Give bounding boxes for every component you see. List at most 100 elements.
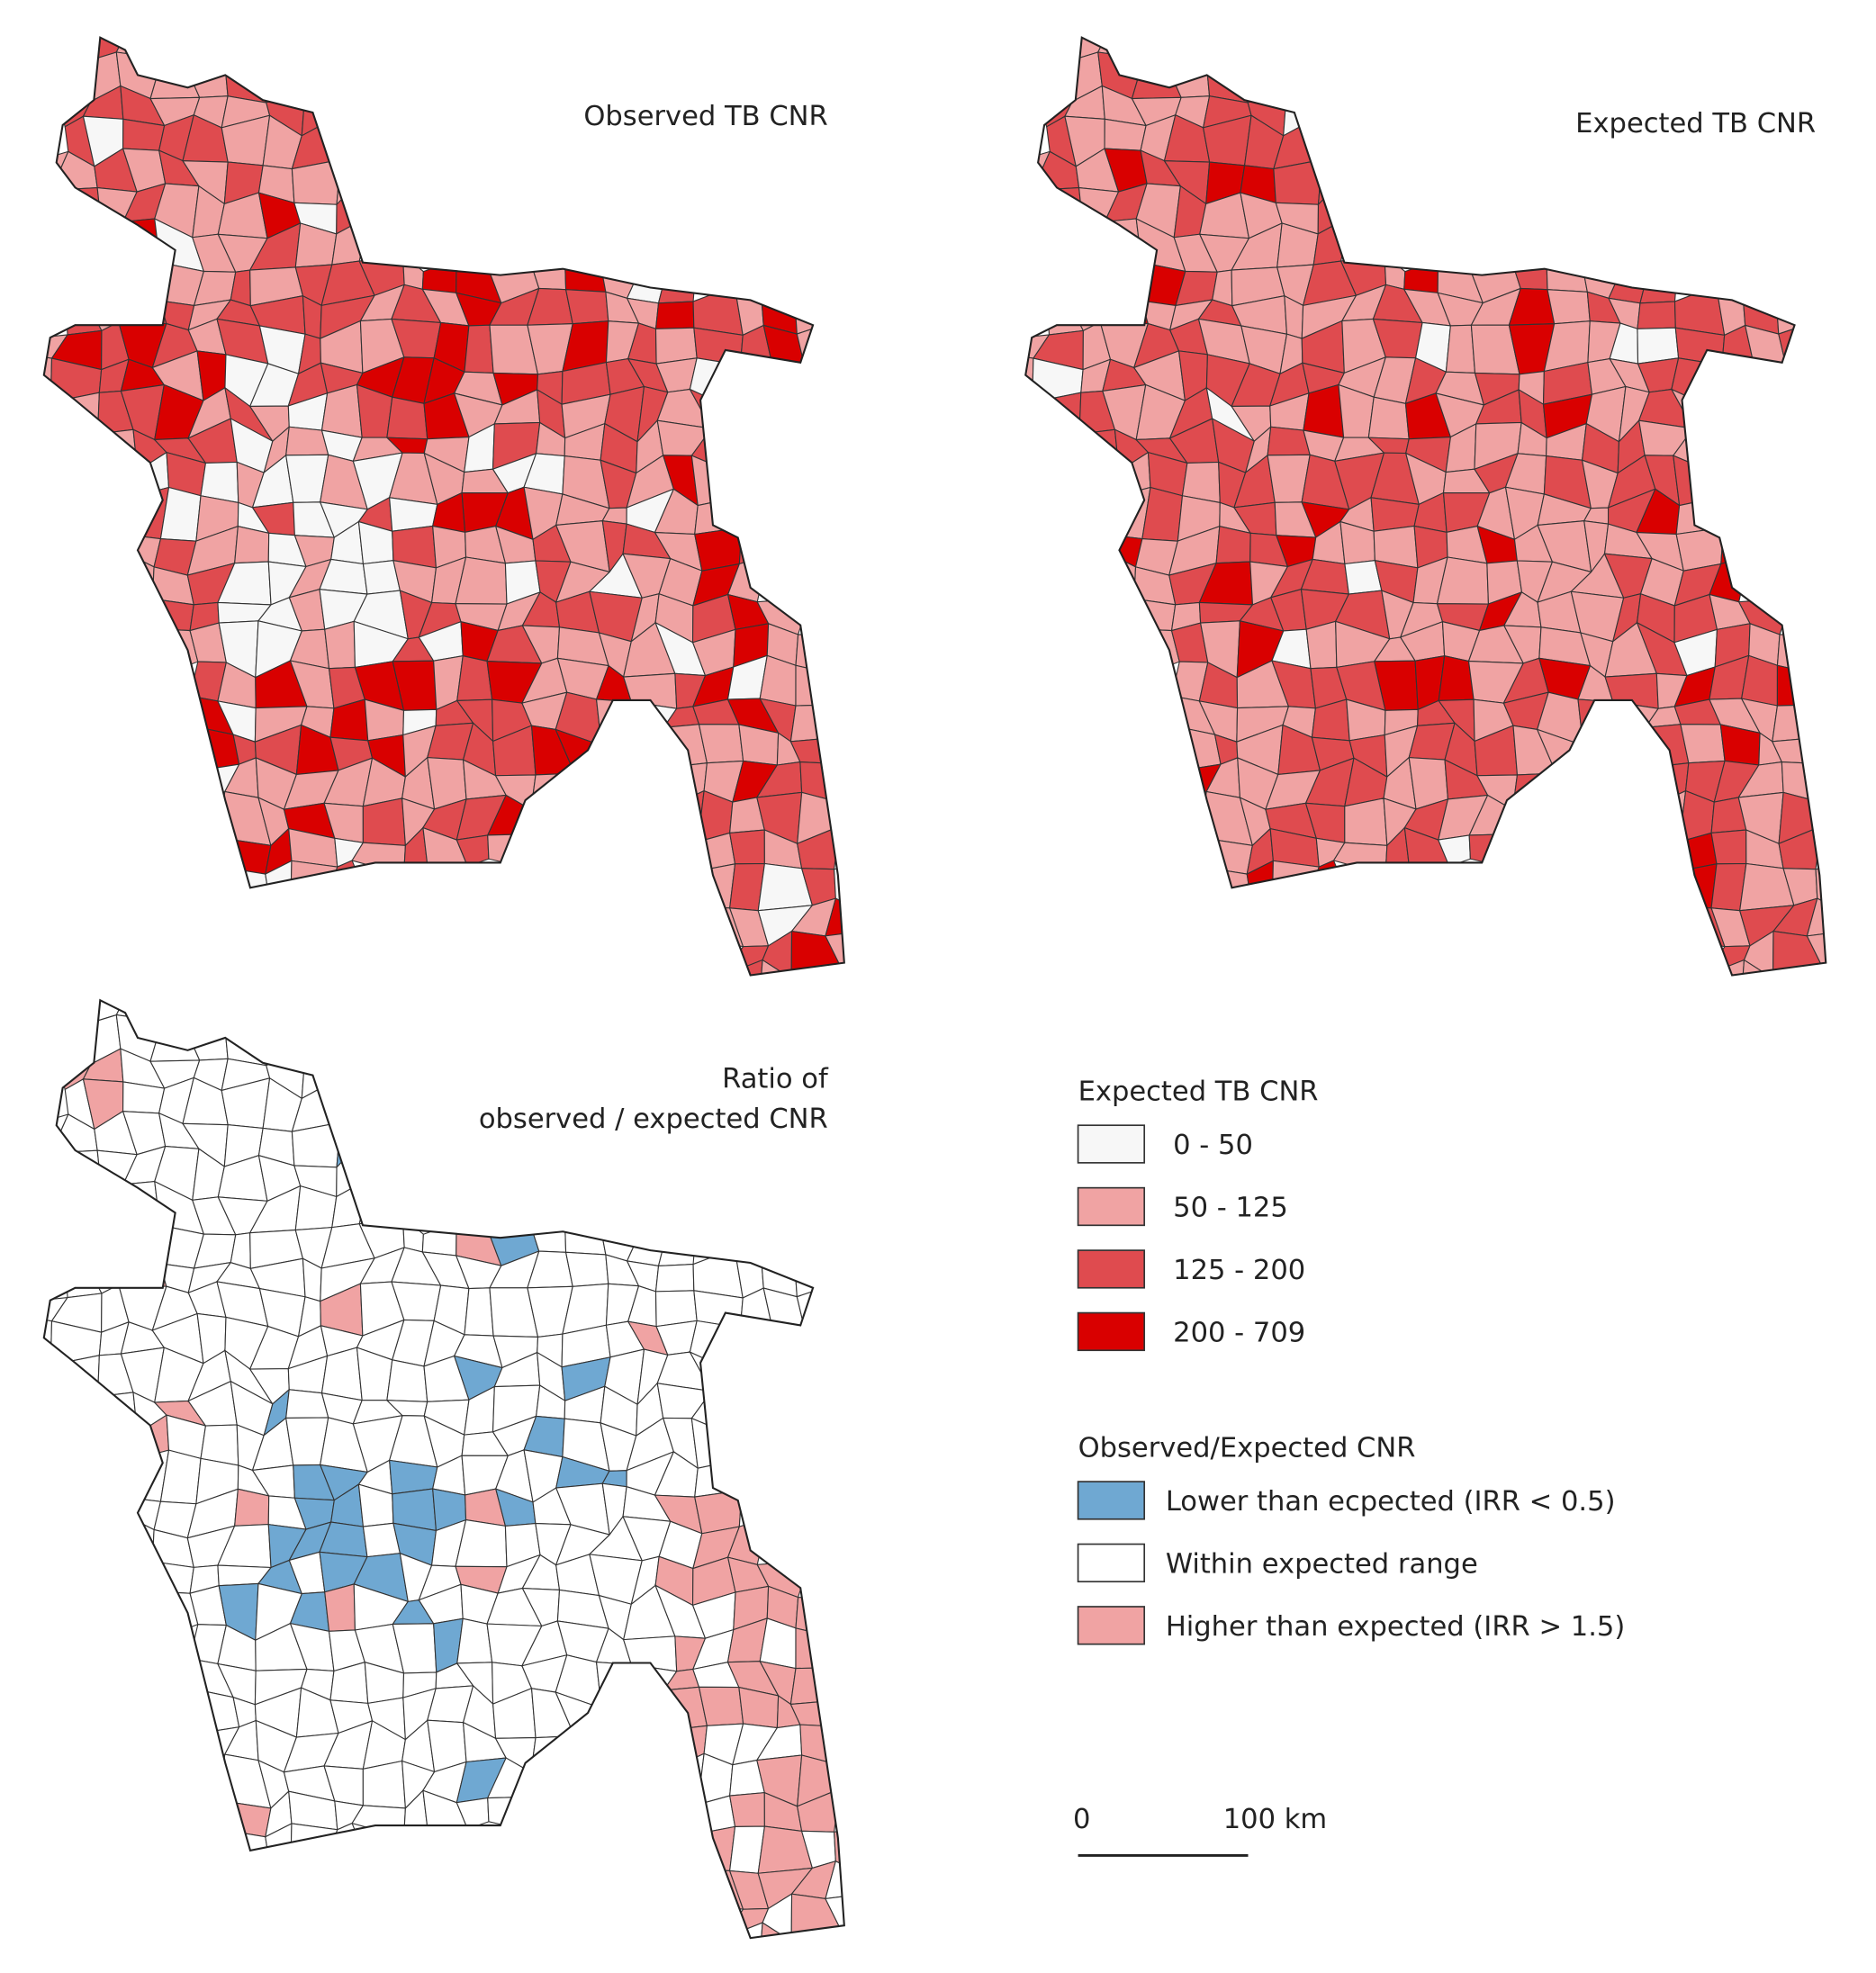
district (1104, 218, 1142, 265)
district (1025, 150, 1051, 198)
district (151, 598, 194, 632)
district (789, 704, 844, 743)
legend-label: 0 - 50 (1173, 1130, 1253, 1161)
map (1024, 36, 1827, 977)
district (564, 1251, 609, 1287)
district (386, 396, 428, 440)
district (690, 1417, 732, 1469)
map-title: Observed TB CNR (583, 101, 827, 132)
legend-label: Within expected range (1166, 1548, 1478, 1580)
district (595, 698, 644, 746)
district (654, 301, 695, 329)
district (320, 383, 363, 438)
district (1680, 724, 1726, 764)
district (1069, 283, 1113, 332)
legend-swatch (1077, 1606, 1146, 1645)
district (728, 829, 765, 865)
legend-swatch (1077, 1481, 1146, 1520)
district (793, 1252, 843, 1298)
district (1317, 152, 1339, 206)
scale-label: 100 km (1223, 1804, 1327, 1835)
district (595, 1661, 644, 1709)
district (1344, 797, 1388, 846)
legend-label: Lower than ecpected (IRR < 0.5) (1166, 1486, 1616, 1518)
district (795, 1627, 834, 1670)
district (234, 1488, 270, 1527)
district (657, 1212, 699, 1266)
district (1776, 664, 1816, 707)
district (1403, 259, 1439, 293)
district (1772, 704, 1826, 743)
district (654, 1290, 698, 1328)
district (151, 1561, 194, 1594)
district (825, 1860, 844, 1900)
district (721, 959, 763, 976)
district (50, 1149, 103, 1194)
legend-swatch (1077, 1124, 1146, 1164)
district (362, 797, 406, 846)
legend-title: Expected TB CNR (1078, 1076, 1319, 1107)
district (1806, 897, 1826, 937)
district (118, 283, 167, 325)
map (42, 36, 845, 977)
district (336, 152, 357, 206)
district (336, 1115, 357, 1169)
district (115, 37, 166, 59)
district (401, 1216, 424, 1253)
district (1639, 248, 1680, 304)
legend-title: Observed/Expected CNR (1078, 1432, 1416, 1464)
district (86, 283, 131, 332)
district (721, 1922, 763, 1939)
maps: Observed TB CNR Expected TB CNR Ratio of ob… (42, 36, 1827, 1940)
district (789, 1667, 844, 1706)
district (690, 455, 732, 507)
district (1305, 620, 1338, 670)
district (1131, 58, 1182, 100)
map-title: Expected TB CNR (1575, 108, 1816, 140)
district (464, 1287, 494, 1337)
district (698, 1686, 744, 1726)
district (351, 1805, 406, 1839)
district (149, 1020, 201, 1062)
district (1815, 861, 1826, 913)
district (149, 58, 201, 100)
district (1367, 396, 1410, 440)
district (1743, 930, 1774, 976)
district (421, 1221, 457, 1257)
district (401, 253, 424, 291)
district (1637, 327, 1680, 365)
district (1317, 183, 1351, 235)
legend-label: 125 - 200 (1173, 1255, 1305, 1286)
district (1032, 186, 1085, 230)
district (115, 1000, 166, 1023)
districts (43, 37, 844, 976)
district (1332, 842, 1388, 876)
legend-label: 200 - 709 (1173, 1318, 1305, 1349)
district (1133, 598, 1177, 632)
district (728, 1792, 765, 1827)
district (825, 897, 844, 937)
district (834, 861, 844, 913)
district (1303, 383, 1345, 438)
district (654, 1263, 695, 1293)
district (1547, 289, 1591, 325)
district (825, 1891, 844, 1932)
districts (1025, 37, 1826, 976)
district (43, 150, 69, 198)
district (825, 928, 844, 969)
district (336, 183, 370, 235)
district (654, 327, 698, 365)
district (1384, 253, 1406, 291)
country-outline (42, 998, 845, 1940)
district (351, 842, 406, 876)
district (324, 1583, 356, 1632)
legend-swatch (1077, 1543, 1146, 1583)
district (1099, 283, 1150, 325)
legend-label: Higher than expected (IRR > 1.5) (1166, 1611, 1625, 1643)
district (336, 1145, 370, 1198)
scale-label: 0 (1073, 1804, 1090, 1835)
district (320, 1347, 363, 1401)
district (43, 1113, 69, 1161)
district (795, 664, 834, 707)
map-title: observed / expected CNR (479, 1104, 828, 1135)
